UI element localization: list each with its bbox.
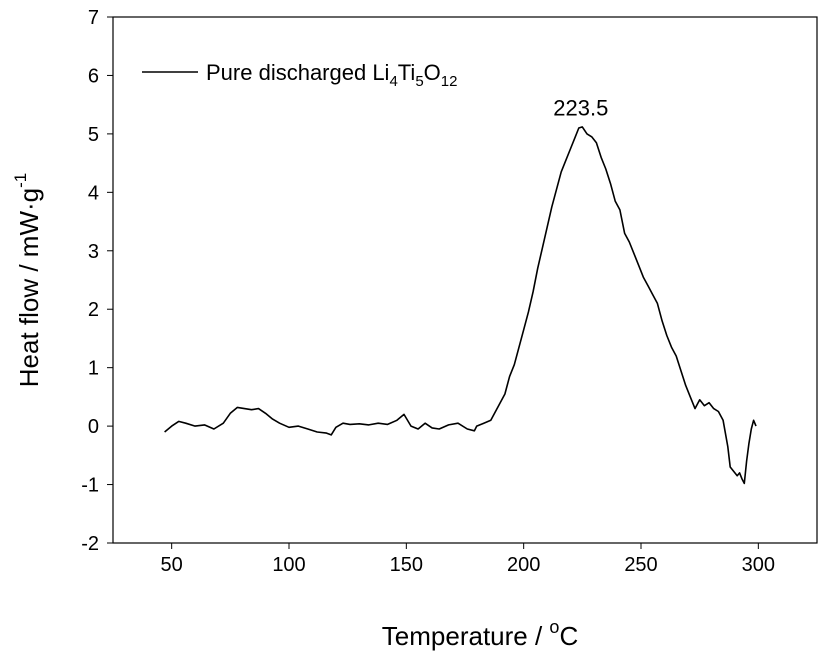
x-axis-title: Temperature / oC — [382, 617, 578, 651]
y-tick-label: -1 — [81, 475, 99, 497]
y-tick-label: -2 — [81, 533, 99, 555]
legend-text-part: Ti — [398, 60, 416, 85]
x-axis-title-sup: o — [549, 617, 559, 637]
y-tick-label: 1 — [88, 358, 99, 380]
y-tick-label: 5 — [88, 124, 99, 146]
legend-subscript: 12 — [441, 73, 458, 90]
annotations: 223.5 — [553, 96, 608, 121]
y-tick-label: 7 — [88, 7, 99, 29]
x-axis-title-unit: C — [559, 621, 578, 651]
x-axis-title-main: Temperature / — [382, 621, 550, 651]
axes — [112, 16, 818, 544]
y-axis-title: Heat flow / mW·g-1 — [11, 173, 44, 388]
x-tick-label: 200 — [507, 554, 540, 576]
x-tick-label: 250 — [624, 554, 657, 576]
legend-subscript: 4 — [389, 73, 397, 90]
y-axis-title-sup: -1 — [11, 173, 30, 188]
legend-text-part: O — [424, 60, 441, 85]
y-tick-label: 2 — [88, 299, 99, 321]
peak-annotation: 223.5 — [553, 96, 608, 121]
y-tick-label: 3 — [88, 241, 99, 263]
x-tick-label: 300 — [742, 554, 775, 576]
series-line — [164, 126, 757, 485]
plot-frame — [112, 16, 818, 544]
y-tick-label: 0 — [88, 416, 99, 438]
legend-label: Pure discharged Li4Ti5O12 — [206, 60, 457, 90]
y-tick-label: 6 — [88, 65, 99, 87]
x-tick-label: 150 — [390, 554, 423, 576]
x-tick-label: 100 — [272, 554, 305, 576]
y-tick-label: 4 — [88, 182, 99, 204]
legend-subscript: 5 — [415, 73, 423, 90]
y-axis-title-main: Heat flow / mW·g — [14, 188, 44, 387]
series-layer — [164, 126, 757, 485]
legend-text-part: Pure discharged Li — [206, 60, 389, 85]
x-tick-label: 50 — [161, 554, 183, 576]
legend: Pure discharged Li4Ti5O12 — [142, 60, 457, 90]
